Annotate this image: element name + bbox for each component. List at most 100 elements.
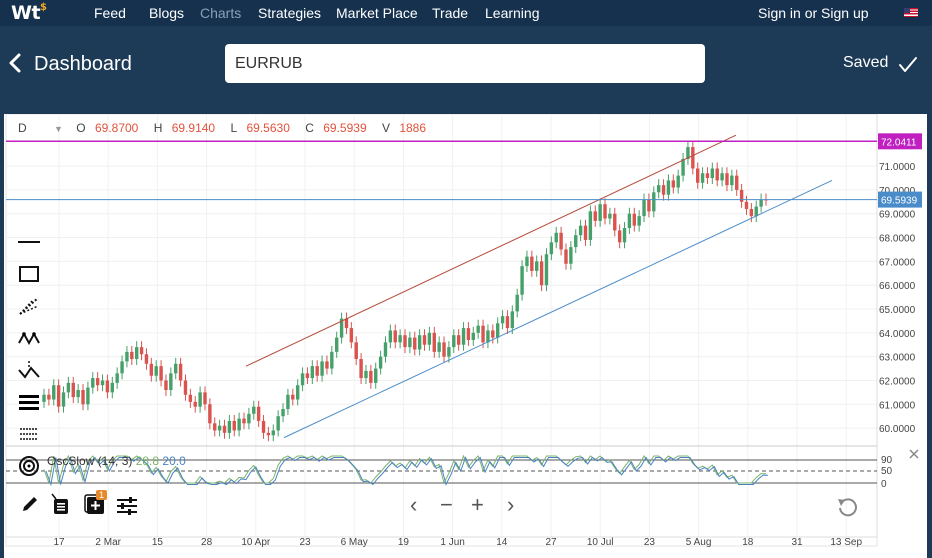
nav-strategies[interactable]: Strategies xyxy=(258,5,322,21)
x-tick-label: 13 Sep xyxy=(830,537,862,548)
candle-body xyxy=(374,368,378,383)
logo[interactable]: Wt$ xyxy=(11,1,47,24)
candle-body xyxy=(393,330,397,343)
resistance-price-label: 72.0411 xyxy=(881,137,917,148)
wave-pattern-tool-icon[interactable] xyxy=(14,324,44,352)
candle-body xyxy=(578,225,583,236)
y-tick-label: 65.0000 xyxy=(879,305,916,316)
candle-body xyxy=(520,266,524,295)
candle-body xyxy=(676,175,680,188)
candle-body xyxy=(491,330,495,338)
candle-body xyxy=(276,416,280,431)
candle-body xyxy=(247,413,251,424)
candle-body xyxy=(715,168,719,181)
zoom-out-button[interactable]: − xyxy=(440,492,453,517)
x-tick-label: 10 Apr xyxy=(241,537,271,548)
plot-area xyxy=(5,114,878,547)
top-nav: Wt$ Feed Blogs Charts Strategies Market … xyxy=(0,0,932,26)
price-chart[interactable]: 71.0000 70.0000 69.0000 68.0000 67.0000 66.00… xyxy=(4,114,927,558)
candle-body xyxy=(613,213,617,231)
candle-body xyxy=(320,361,324,376)
candle-body xyxy=(208,404,212,424)
notes-icon[interactable] xyxy=(48,492,72,516)
x-tick-label: 27 xyxy=(545,537,557,548)
candle-body xyxy=(369,370,373,383)
candle-body xyxy=(188,394,193,402)
pan-left-button[interactable]: ‹ xyxy=(410,492,418,517)
y-tick-label: 61.0000 xyxy=(879,400,916,411)
candle-body xyxy=(159,366,163,381)
candle-body xyxy=(291,394,295,400)
candle-body xyxy=(666,180,671,195)
interval-select[interactable]: D xyxy=(18,121,27,135)
nav-feed[interactable]: Feed xyxy=(94,5,126,21)
y-tick-label: 68.0000 xyxy=(879,234,916,245)
settings-sliders-icon[interactable] xyxy=(116,496,138,516)
text-lines-tool-icon[interactable] xyxy=(14,388,44,416)
candle-body xyxy=(52,385,56,400)
candle-body xyxy=(627,213,632,229)
osc-scale-label: 50 xyxy=(881,466,893,477)
candle-body xyxy=(461,328,466,345)
add-box-icon xyxy=(84,494,104,514)
y-tick-label: 66.0000 xyxy=(879,281,916,292)
candle-body xyxy=(56,385,61,407)
zigzag-tool-icon[interactable] xyxy=(14,356,44,384)
nav-charts[interactable]: Charts xyxy=(200,5,242,21)
volume-value: 1886 xyxy=(399,121,427,135)
symbol-input[interactable] xyxy=(225,44,705,83)
interval-caret-icon[interactable]: ▼ xyxy=(54,124,63,134)
x-tick-label: 28 xyxy=(201,537,213,548)
candle-body xyxy=(554,232,558,243)
pitchfork-tool-icon[interactable] xyxy=(14,420,44,448)
line-tool-icon[interactable] xyxy=(14,228,44,256)
nav-trade[interactable]: Trade xyxy=(432,5,469,21)
candle-body xyxy=(637,216,641,226)
reset-icon[interactable] xyxy=(836,496,858,518)
candle-body xyxy=(339,318,344,338)
candle-body xyxy=(47,394,51,400)
candle-body xyxy=(593,211,597,221)
nav-blogs[interactable]: Blogs xyxy=(149,5,185,21)
us-flag-icon[interactable] xyxy=(904,8,918,17)
candle-body xyxy=(739,189,744,202)
indicator-k-value: 28.8 xyxy=(135,454,160,468)
page-title: Dashboard xyxy=(34,53,132,75)
back-arrow-icon[interactable] xyxy=(6,52,24,74)
rectangle-tool-icon[interactable] xyxy=(14,260,44,288)
candle-body xyxy=(281,409,285,417)
pan-right-button[interactable]: › xyxy=(507,492,515,517)
x-tick-label: 1 Jun xyxy=(440,537,464,548)
candle-body xyxy=(530,256,534,271)
nav-learning[interactable]: Learning xyxy=(485,5,540,21)
candle-body xyxy=(349,328,354,343)
candle-body xyxy=(730,175,734,186)
candle-body xyxy=(169,373,173,390)
candle-body xyxy=(120,361,124,374)
candle-body xyxy=(583,225,588,240)
signin-link[interactable]: Sign in or Sign up xyxy=(758,5,869,21)
candle-body xyxy=(134,347,139,360)
osc-scale-label: 0 xyxy=(881,479,887,490)
candle-body xyxy=(661,185,666,195)
candle-body xyxy=(539,261,544,286)
candle-body xyxy=(154,366,158,376)
zoom-in-button[interactable]: + xyxy=(471,492,484,517)
target-tool-icon[interactable] xyxy=(14,452,44,480)
pencil-icon[interactable] xyxy=(20,494,40,514)
candle-body xyxy=(759,199,763,207)
fib-fan-tool-icon[interactable] xyxy=(14,292,44,320)
candle-body xyxy=(710,168,715,179)
nav-market-place[interactable]: Market Place xyxy=(336,5,418,21)
candle-body xyxy=(442,342,446,357)
osc-scale-label: 90 xyxy=(881,455,893,466)
close-indicator-icon[interactable] xyxy=(908,448,920,460)
chart-panel: 71.0000 70.0000 69.0000 68.0000 67.0000 66.00… xyxy=(4,114,927,558)
x-tick-label: 23 xyxy=(299,537,311,548)
add-indicator-button[interactable]: 1 xyxy=(84,490,110,516)
x-tick-label: 6 May xyxy=(341,537,368,548)
candle-body xyxy=(696,168,700,183)
y-tick-label: 64.0000 xyxy=(879,329,916,340)
candle-body xyxy=(691,147,695,169)
candle-body xyxy=(295,385,300,400)
